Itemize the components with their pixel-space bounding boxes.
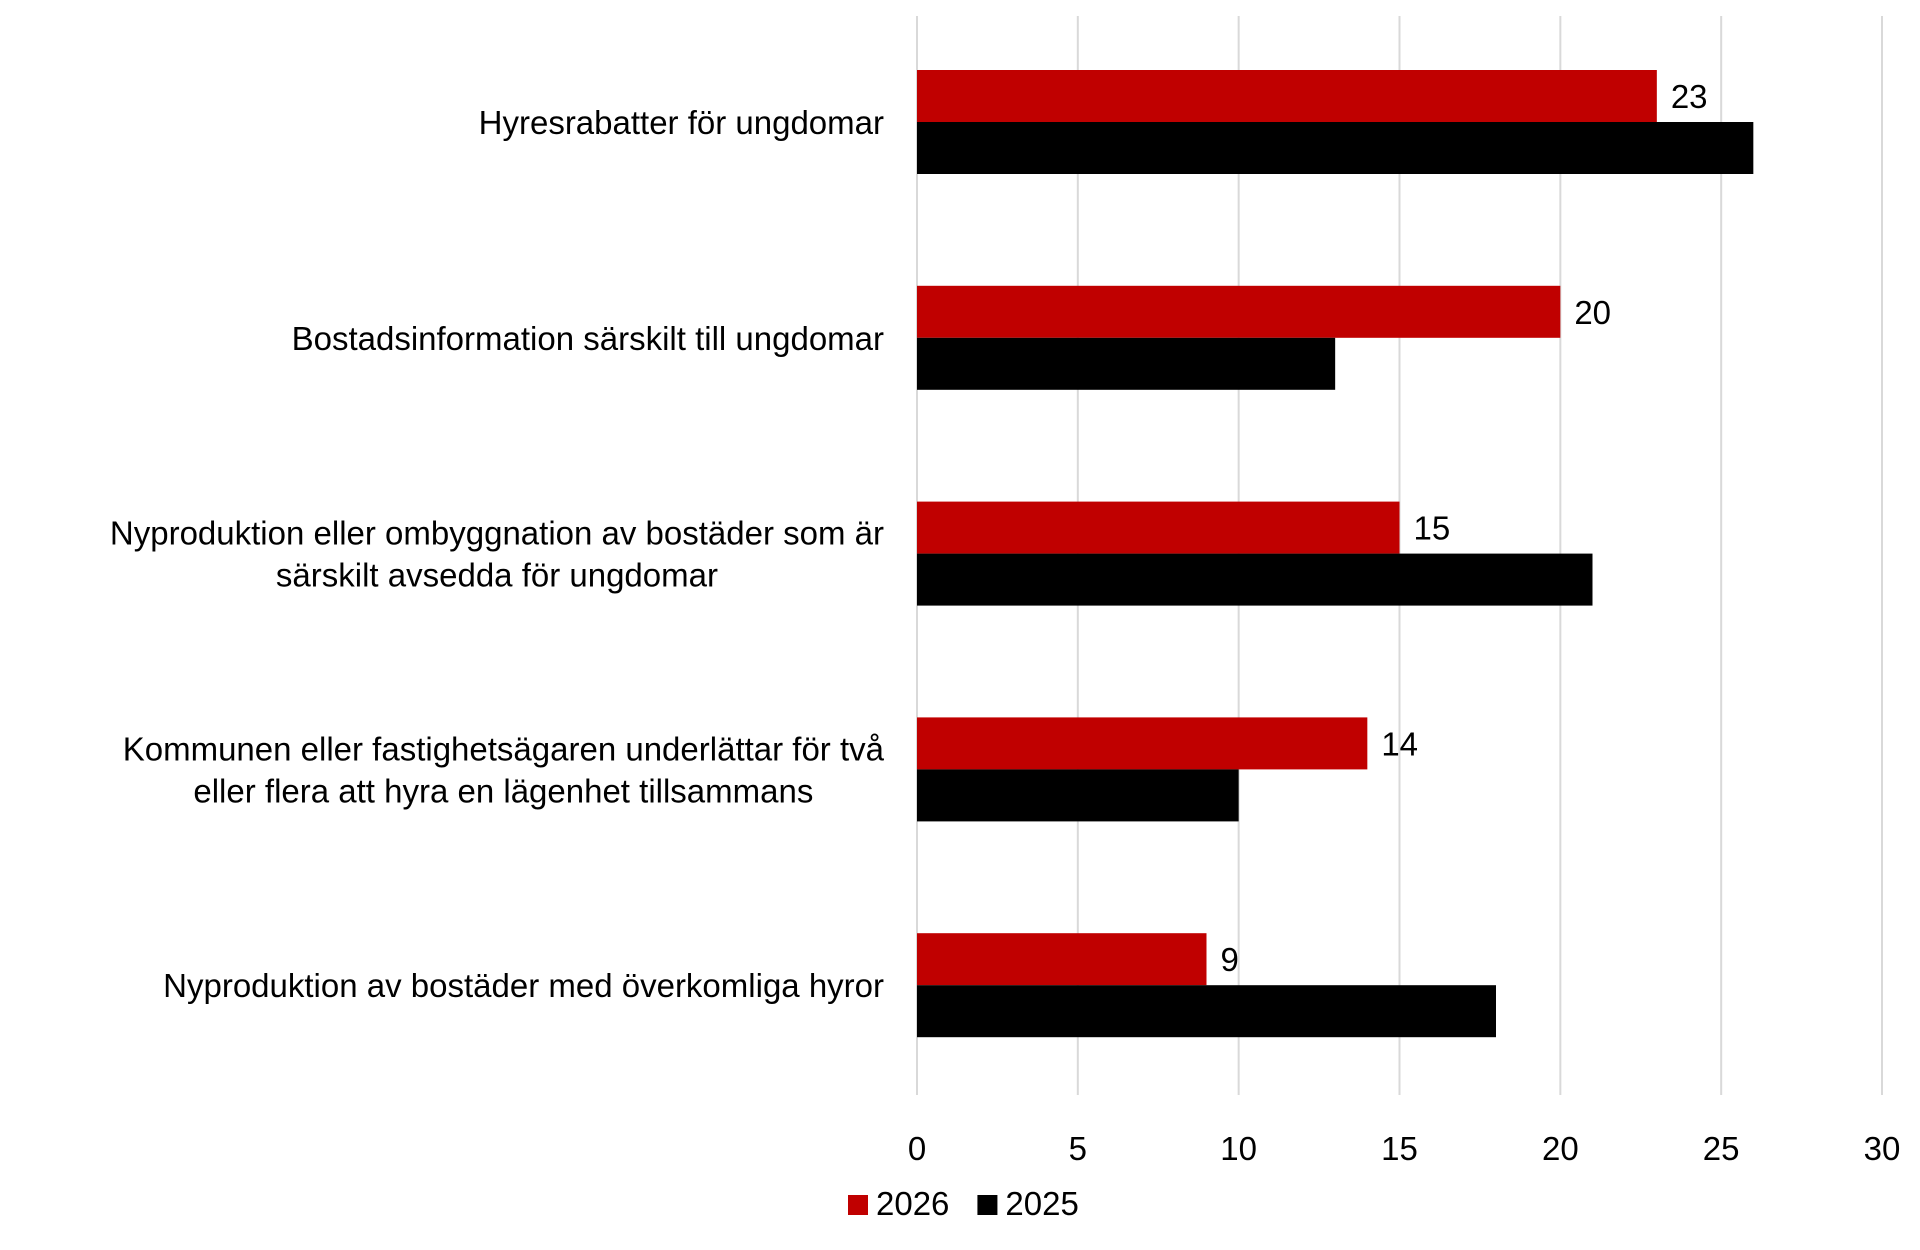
x-tick-label-5: 5 (1069, 1130, 1087, 1167)
data-label-2026-3: 14 (1381, 725, 1418, 762)
x-tick-label-15: 15 (1381, 1130, 1418, 1167)
bar-2026-4 (917, 933, 1207, 986)
legend-label-2025: 2025 (1005, 1185, 1078, 1222)
legend: 2026 2025 (848, 1185, 1079, 1222)
data-label-2026-0: 23 (1671, 78, 1708, 115)
category-label-3-line-0: Kommunen eller fastighetsägaren underlät… (123, 730, 885, 767)
data-label-2026-4: 9 (1221, 941, 1239, 978)
x-tick-label-25: 25 (1703, 1130, 1740, 1167)
x-axis-ticks: 0 5 10 15 20 25 30 (908, 1130, 1901, 1167)
category-label-2-line-0: Nyproduktion eller ombyggnation av bostä… (110, 515, 884, 552)
bar-2026-2 (917, 501, 1400, 554)
bar-2025-1 (917, 337, 1336, 390)
category-label-4: Nyproduktion av bostäder med överkomliga… (163, 967, 884, 1004)
data-labels: 23 20 15 14 9 (1221, 78, 1708, 978)
category-labels: Hyresrabatter för ungdomar Bostadsinforma… (110, 104, 885, 1004)
bar-2025-2 (917, 553, 1593, 606)
bar-2026-0 (917, 70, 1657, 122)
data-label-2026-2: 15 (1414, 510, 1451, 547)
legend-label-2026: 2026 (876, 1185, 949, 1222)
x-tick-label-30: 30 (1864, 1130, 1901, 1167)
bar-2025-4 (917, 985, 1496, 1038)
category-label-2-line-1: särskilt avsedda för ungdomar (276, 557, 718, 594)
x-tick-label-20: 20 (1542, 1130, 1579, 1167)
bar-2025-0 (917, 122, 1754, 174)
legend-swatch-2026 (848, 1195, 868, 1215)
bar-2025-3 (917, 769, 1239, 822)
category-label-3-line-1: eller flera att hyra en lägenhet tillsam… (193, 772, 813, 809)
category-label-0: Hyresrabatter för ungdomar (479, 104, 884, 141)
legend-swatch-2025 (977, 1195, 998, 1215)
bars (917, 70, 1754, 1038)
category-label-1: Bostadsinformation särskilt till ungdoma… (292, 320, 884, 357)
x-tick-label-10: 10 (1220, 1130, 1257, 1167)
x-tick-label-0: 0 (908, 1130, 926, 1167)
bar-2026-1 (917, 285, 1561, 338)
data-label-2026-1: 20 (1574, 294, 1611, 331)
bar-2026-3 (917, 717, 1368, 770)
